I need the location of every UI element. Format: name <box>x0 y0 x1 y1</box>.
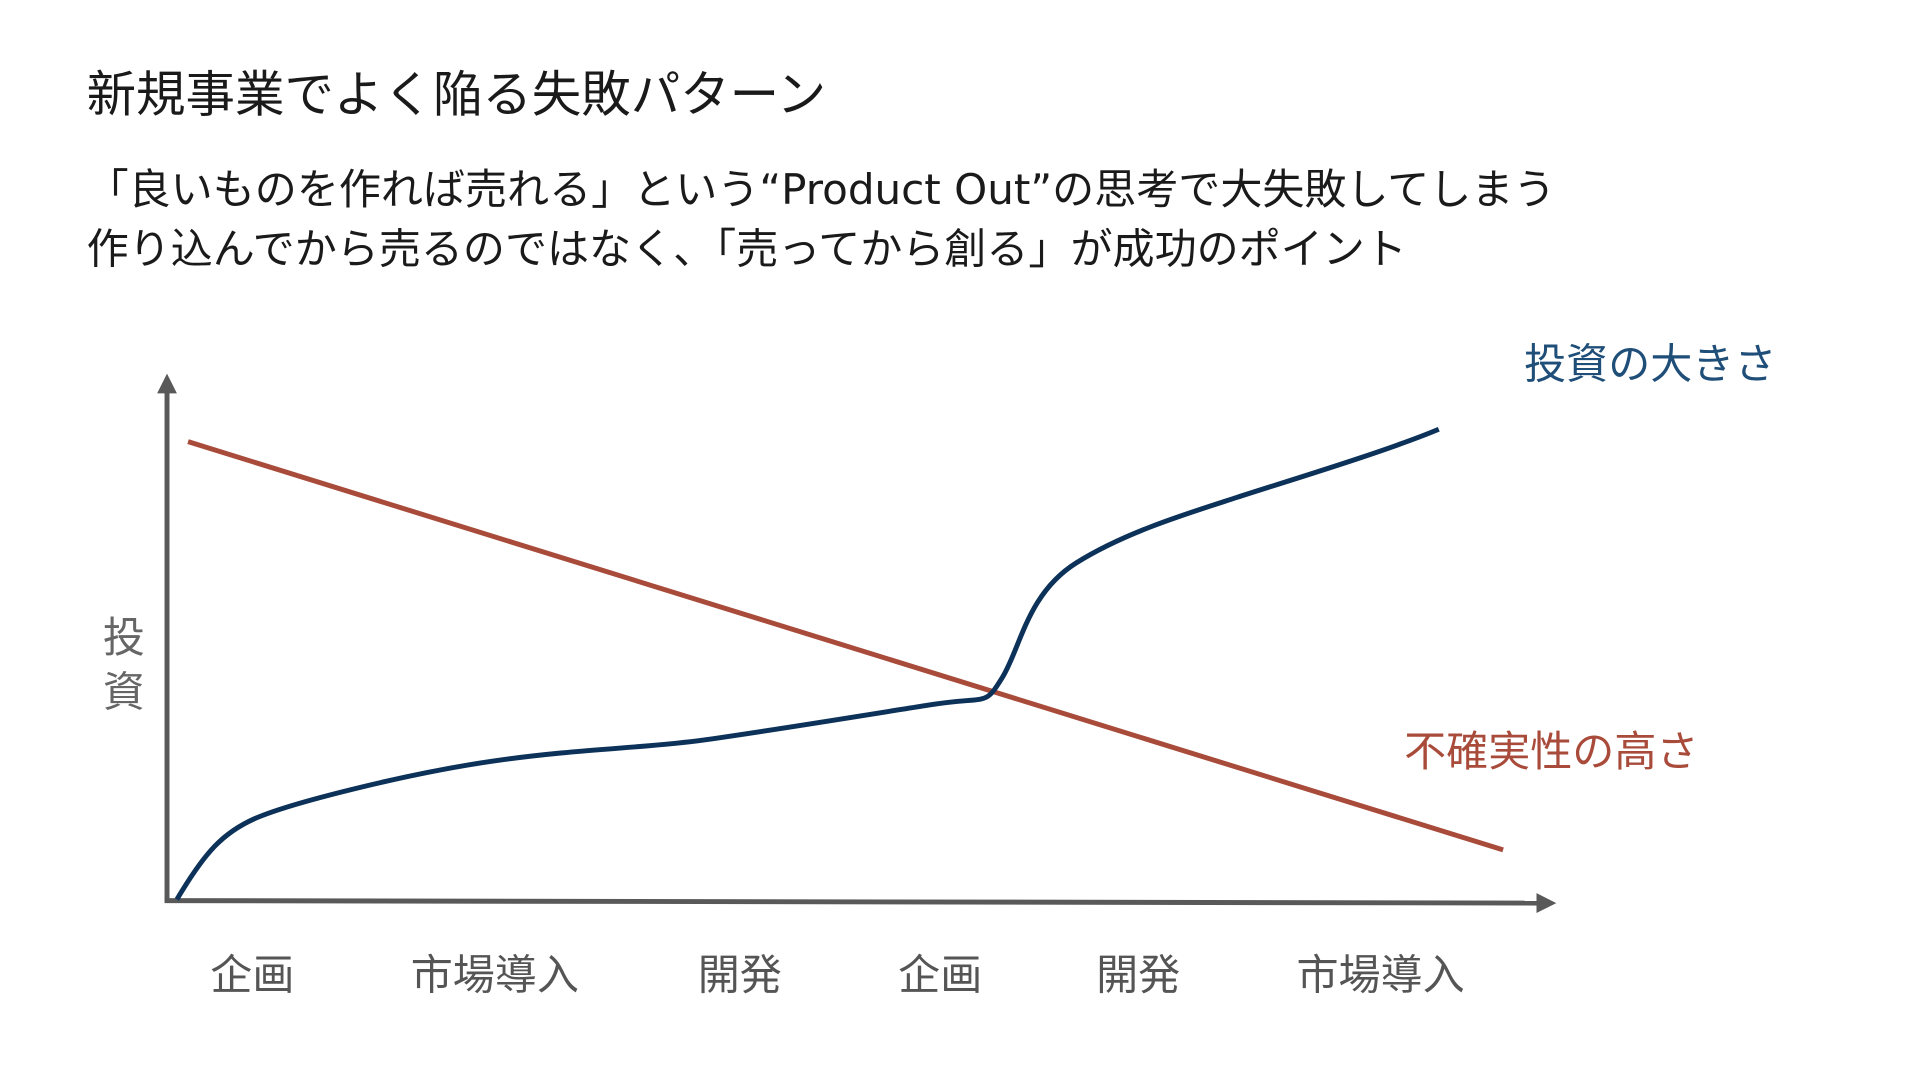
stage-label: 企画 <box>210 951 294 1000</box>
uncertainty-label: 不確実性の高さ <box>1404 727 1698 776</box>
stage-label: 市場導入 <box>411 951 579 1000</box>
x-axis <box>164 893 1557 913</box>
stage-label: 企画 <box>898 951 982 1000</box>
slide-title: 新規事業でよく陥る失敗パターン <box>87 65 827 123</box>
subtitle-line: 「良いものを作れば売れる」という“Product Out”の思考で大失敗してしま… <box>87 165 1556 214</box>
stage-label: 開発 <box>1096 951 1180 1000</box>
stage-label: 市場導入 <box>1297 951 1465 1000</box>
stage-labels: 企画 市場導入 開発 企画 開発 市場導入 <box>210 951 1464 1000</box>
investment-curve <box>174 426 1440 901</box>
subtitle-line: 作り込んでから売るのではなく、「売ってから創る」が成功のポイント <box>87 225 1407 274</box>
uncertainty-curve <box>187 439 1504 853</box>
y-axis-label: 投資 <box>96 615 145 724</box>
stage-label: 開発 <box>698 951 782 1000</box>
investment-label: 投資の大きさ <box>1524 340 1776 389</box>
